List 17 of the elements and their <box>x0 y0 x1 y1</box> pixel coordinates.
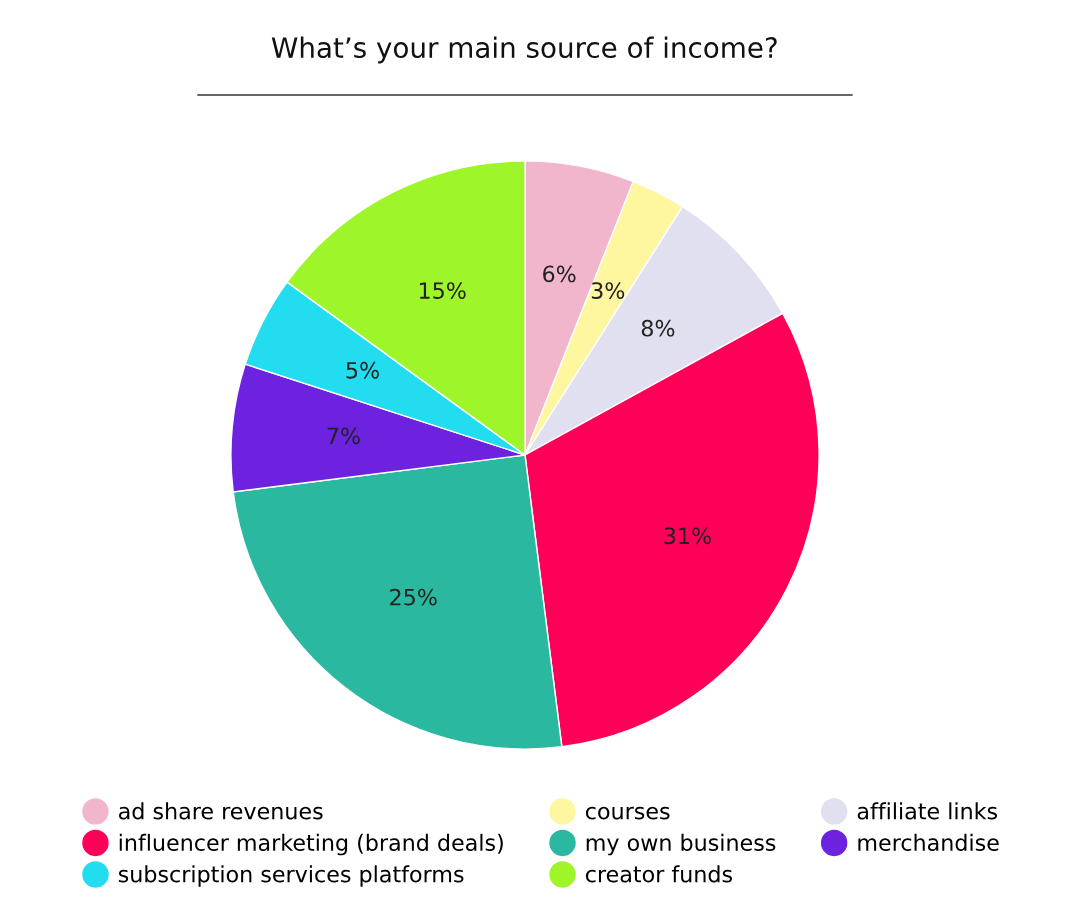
data-label: 7% <box>327 427 360 445</box>
chart-title: What’s your main source of income? <box>271 36 777 64</box>
data-label: 6% <box>543 265 576 283</box>
data-label: 25% <box>390 588 437 606</box>
data-label: 3% <box>591 282 625 299</box>
data-label: 5% <box>346 361 379 379</box>
legend-label: creator funds <box>585 865 732 883</box>
legend-label: merchandise <box>858 833 999 852</box>
legend-label: courses <box>585 806 670 820</box>
data-label: 8% <box>641 319 675 337</box>
data-label: 15% <box>419 282 466 299</box>
legend-label: subscription services platforms <box>118 865 464 887</box>
legend-label: influencer marketing (brand deals) <box>119 833 503 856</box>
data-label: 31% <box>664 527 711 545</box>
legend-label: affiliate links <box>857 802 998 820</box>
legend-label: my own business <box>586 833 776 856</box>
legend-label: ad share revenues <box>119 802 323 820</box>
